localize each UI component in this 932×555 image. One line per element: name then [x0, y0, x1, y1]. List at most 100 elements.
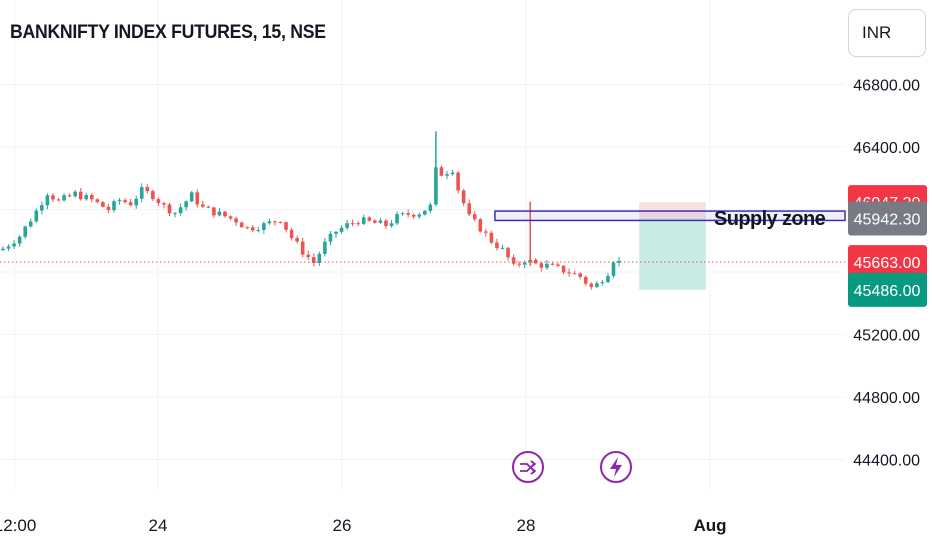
candle: [223, 211, 227, 217]
candle: [517, 263, 521, 265]
chart-title: BANKNIFTY INDEX FUTURES, 15, NSE: [10, 22, 326, 43]
candle: [189, 192, 194, 202]
candle: [34, 210, 39, 222]
candle: [472, 214, 477, 220]
candle: [495, 242, 499, 249]
candle: [267, 221, 272, 224]
candle: [406, 213, 410, 215]
candle: [361, 217, 366, 224]
candle: [611, 262, 616, 276]
candle: [461, 190, 466, 204]
candle: [201, 204, 205, 207]
candle: [484, 231, 488, 233]
candle: [151, 191, 155, 200]
candle: [206, 206, 211, 208]
candle: [539, 263, 544, 268]
candle: [262, 223, 266, 231]
candle: [23, 226, 27, 237]
candle: [40, 205, 44, 211]
candle: [17, 236, 22, 244]
candle: [195, 192, 200, 205]
dividend-event-icon: [512, 451, 544, 483]
price-badge-label: 45663.00: [854, 255, 921, 272]
candle: [117, 200, 122, 202]
candle: [445, 174, 449, 176]
candle: [561, 265, 566, 273]
y-tick-label: 45200.00: [853, 328, 920, 345]
candle: [45, 195, 50, 206]
candle: [145, 187, 150, 192]
candle: [162, 203, 166, 205]
supply-zone-label: Supply zone: [714, 208, 826, 230]
candle: [428, 204, 433, 211]
candle: [295, 238, 299, 242]
candle: [62, 195, 66, 201]
candle: [317, 253, 322, 263]
candle: [478, 219, 483, 232]
price-badge: [848, 201, 927, 236]
candle: [217, 211, 222, 216]
candle: [545, 263, 549, 268]
candle: [567, 272, 571, 274]
candle: [78, 191, 83, 200]
x-tick-label: 28: [517, 516, 536, 535]
y-tick-label: 44400.00: [853, 453, 920, 470]
candle: [250, 227, 255, 231]
price-badge-label: 45942.30: [854, 212, 921, 229]
candle: [51, 195, 55, 200]
currency-label: INR: [862, 23, 892, 42]
candle: [395, 214, 399, 224]
candle: [228, 216, 233, 219]
candle: [184, 201, 188, 208]
candle: [534, 259, 538, 264]
candle: [300, 241, 305, 255]
candle: [128, 202, 133, 206]
candle: [334, 231, 338, 234]
candle: [112, 201, 116, 211]
candle: [572, 273, 577, 275]
candle: [439, 167, 444, 176]
candle: [589, 283, 594, 288]
candle: [284, 222, 288, 230]
candle: [384, 220, 388, 226]
price-badge-label: 45486.00: [854, 283, 921, 300]
y-tick-label: 44800.00: [853, 390, 920, 407]
candle: [400, 213, 405, 215]
y-tick-label: 46800.00: [853, 78, 920, 95]
candle: [489, 232, 494, 243]
candle: [95, 199, 100, 203]
x-tick-label: 26: [333, 516, 352, 535]
candle: [606, 275, 610, 283]
candle: [373, 220, 377, 223]
candle: [239, 222, 244, 228]
candle: [339, 227, 344, 232]
candle: [12, 243, 16, 247]
candle: [417, 214, 422, 217]
candle: [6, 246, 11, 249]
candle: [511, 257, 516, 264]
currency-selector[interactable]: INR: [848, 9, 926, 57]
lightning-icon: [610, 457, 622, 477]
target-zone: [639, 218, 706, 290]
candle: [84, 195, 89, 200]
candle: [156, 199, 161, 204]
candle: [212, 207, 216, 216]
candle: [423, 210, 427, 215]
candle: [178, 207, 183, 214]
candle: [556, 264, 560, 266]
candle: [56, 199, 61, 201]
y-tick-label: 46400.00: [853, 140, 920, 157]
candle: [278, 222, 283, 224]
candle: [245, 227, 249, 229]
candle: [600, 282, 605, 284]
split-arrow-icon: [520, 460, 536, 475]
candle: [173, 213, 177, 215]
candle: [1, 248, 5, 251]
supply-zone-box: [494, 210, 846, 222]
candle: [134, 198, 138, 206]
candle: [450, 172, 455, 175]
candle: [356, 223, 360, 225]
candle: [595, 283, 599, 288]
